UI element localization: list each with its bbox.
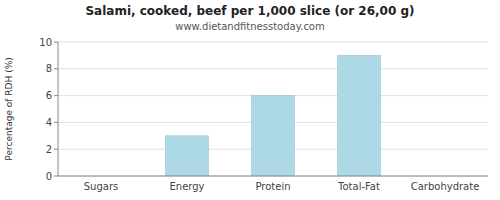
y-tick-label: 10 (39, 37, 52, 48)
grid-line (58, 176, 488, 177)
chart-svg: Salami, cooked, beef per 1,000 slice (or… (0, 0, 500, 200)
bar (166, 136, 209, 176)
bars (166, 55, 381, 176)
y-tick (54, 176, 58, 177)
grid-line (58, 68, 488, 69)
y-tick-label: 2 (46, 144, 52, 155)
grid-line (58, 42, 488, 43)
chart-container: Salami, cooked, beef per 1,000 slice (or… (0, 0, 500, 200)
y-axis-label: Percentage of RDH (%) (4, 57, 14, 160)
x-tick-label: Protein (255, 181, 290, 192)
y-tick (54, 42, 58, 43)
bar (252, 96, 295, 176)
y-tick-label: 0 (46, 171, 52, 182)
x-tick-label: Total-Fat (337, 181, 380, 192)
y-tick-label: 6 (46, 90, 52, 101)
y-tick-label: 4 (46, 117, 52, 128)
x-axis: Sugars Energy Protein Total-Fat Carbohydrate (84, 181, 480, 192)
y-axis: 0 2 4 6 8 10 (39, 37, 58, 182)
x-tick-label: Carbohydrate (411, 181, 480, 192)
chart-subtitle: www.dietandfitnesstoday.com (175, 21, 324, 32)
y-axis-line (58, 42, 59, 176)
bar (338, 55, 381, 176)
y-grid (58, 42, 488, 176)
y-tick-label: 8 (46, 63, 52, 74)
y-tick (54, 122, 58, 123)
y-tick (54, 149, 58, 150)
x-tick-label: Sugars (84, 181, 118, 192)
y-tick (54, 95, 58, 96)
y-tick (54, 68, 58, 69)
x-tick-label: Energy (169, 181, 204, 192)
x-axis-line (58, 176, 488, 177)
chart-title: Salami, cooked, beef per 1,000 slice (or… (85, 4, 414, 18)
